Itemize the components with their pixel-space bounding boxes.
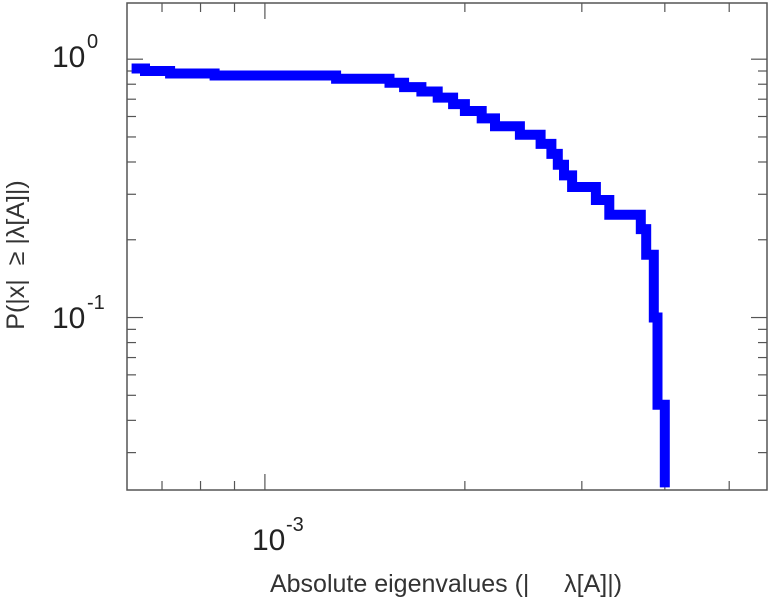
y-tick-base: 10 xyxy=(52,41,85,74)
series-line-0 xyxy=(131,63,670,488)
y-tick-exponent: -1 xyxy=(87,292,105,314)
y-tick-label-1e0: 10 0 xyxy=(52,31,98,74)
x-axis-title: Absolute eigenvalues (| λ[A]|) xyxy=(270,570,622,598)
x-tick-label-1e-3: 10 -3 xyxy=(252,514,304,557)
y-tick-base: 10 xyxy=(52,302,85,335)
y-axis-title: P(|x| ≥ |λ[A]|) xyxy=(2,180,30,329)
x-tick-base: 10 xyxy=(252,524,285,557)
series-layer xyxy=(131,63,670,488)
y-tick-label-1e-1: 10 -1 xyxy=(52,292,105,335)
x-tick-exponent: -3 xyxy=(286,514,304,536)
y-tick-exponent: 0 xyxy=(87,31,98,53)
plot-frame xyxy=(126,2,768,491)
